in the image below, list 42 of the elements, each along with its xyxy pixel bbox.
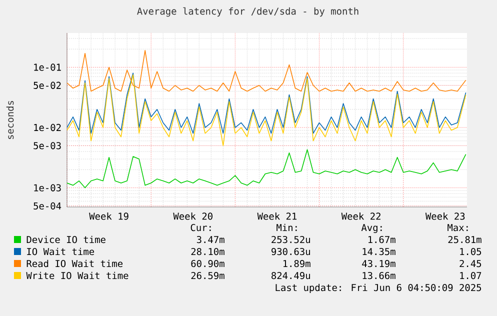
text: 43.19m <box>362 260 396 268</box>
line-series <box>67 149 466 188</box>
text: 14.35m <box>362 248 396 256</box>
text: Max: <box>448 224 468 232</box>
text: 60.90m <box>191 260 224 268</box>
y-tick-label: 1e-02 <box>34 124 61 132</box>
text: 930.63u <box>272 248 310 256</box>
x-tick-label: Week 22 <box>341 212 380 220</box>
text: 1.67m <box>368 236 396 244</box>
text: Cur: <box>190 224 211 232</box>
text: Min: <box>276 224 297 231</box>
text: 253.52u <box>272 236 310 244</box>
y-tick-label: 1e-01 <box>34 64 61 71</box>
y-tick-label: 5e-03 <box>34 142 61 150</box>
line-series <box>67 74 466 146</box>
text: 3.47m <box>196 236 224 244</box>
legend-label: Write IO Wait time <box>26 272 128 280</box>
text: 28.10m <box>191 248 224 256</box>
x-tick-label: Week 20 <box>173 212 212 220</box>
line-series <box>67 50 466 92</box>
x-tick-label: Week 19 <box>89 212 128 220</box>
text: Last update: Fri Jun 6 04:50:09 2025 <box>276 284 482 293</box>
y-tick-label: 5e-04 <box>34 202 62 210</box>
chart-title: Average latency for /dev/sda - by month <box>137 7 358 17</box>
text: 1.07 <box>460 272 482 280</box>
text: Avg: <box>361 224 382 234</box>
x-tick-label: Week 23 <box>425 212 465 220</box>
legend-label: Read IO Wait time <box>26 260 123 268</box>
y-axis-title: seconds <box>6 100 14 139</box>
y-tick-label: 1e-03 <box>34 184 61 192</box>
y-tick-label: 5e-02 <box>34 82 61 89</box>
text: 1.89m <box>283 260 310 268</box>
text: 1.05 <box>460 248 482 256</box>
text: 26.59m <box>191 272 224 280</box>
legend-label: Device IO time <box>26 236 106 244</box>
legend-label: IO Wait time <box>27 248 94 256</box>
text: 2.45 <box>460 260 482 268</box>
text: 13.66m <box>362 272 396 280</box>
text: 824.49u <box>272 272 310 280</box>
line-series <box>67 72 466 134</box>
x-tick-label: Week 21 <box>257 212 297 220</box>
text: 25.81m <box>448 236 482 244</box>
